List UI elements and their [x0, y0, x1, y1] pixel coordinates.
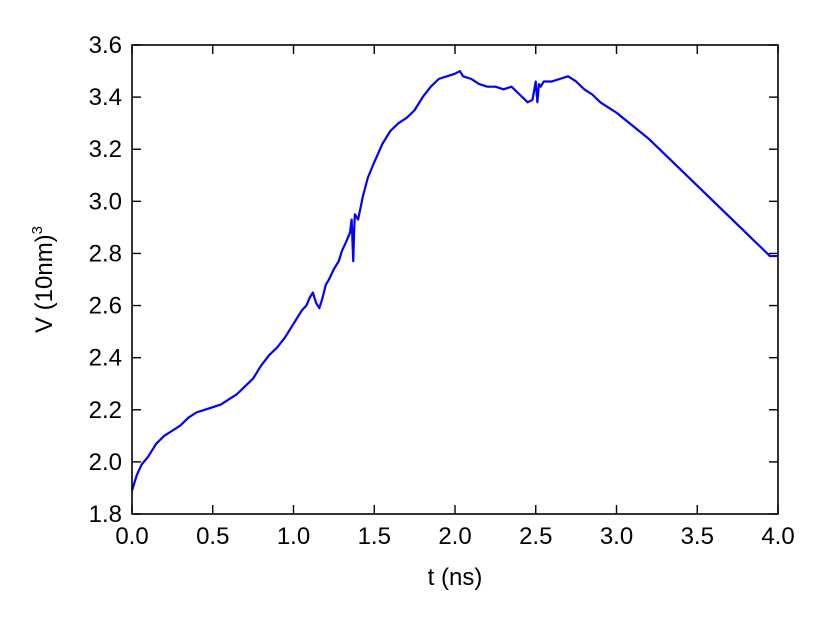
y-axis: 1.8 2.0 2.2 2.4 2.6 2.8 3.0 3.2 3.4 3.6	[89, 32, 778, 528]
x-tick-label: 0.0	[115, 523, 148, 550]
y-tick-label: 2.4	[89, 345, 122, 372]
plot-frame	[131, 44, 779, 515]
x-tick-label: 3.5	[681, 523, 714, 550]
y-axis-label-text: V (10nm)	[31, 234, 58, 333]
y-tick-label: 2.6	[89, 293, 122, 320]
x-tick-label: 0.5	[196, 523, 229, 550]
y-tick-label: 3.0	[89, 188, 122, 215]
x-axis: 0.0 0.5 1.0 1.5 2.0 2.5 3.0 3.5 4.0	[115, 45, 795, 550]
y-axis-label: V (10nm)3	[29, 226, 58, 333]
y-tick-label: 2.2	[89, 397, 122, 424]
y-tick-label: 3.2	[89, 136, 122, 163]
plot-area	[130, 69, 778, 491]
y-tick-label: 3.4	[89, 84, 122, 111]
x-tick-label: 1.0	[277, 523, 310, 550]
y-tick-label: 3.6	[89, 32, 122, 59]
x-tick-label: 4.0	[761, 523, 794, 550]
y-axis-label-exponent: 3	[29, 226, 46, 234]
y-tick-label: 2.8	[89, 240, 122, 267]
x-tick-label: 2.0	[438, 523, 471, 550]
x-tick-label: 3.0	[600, 523, 633, 550]
x-tick-label: 1.5	[358, 523, 391, 550]
x-axis-label: t (ns)	[428, 564, 483, 591]
series-line	[130, 69, 778, 491]
y-tick-label: 2.0	[89, 449, 122, 476]
y-tick-label: 1.8	[89, 501, 122, 528]
x-tick-label: 2.5	[519, 523, 552, 550]
